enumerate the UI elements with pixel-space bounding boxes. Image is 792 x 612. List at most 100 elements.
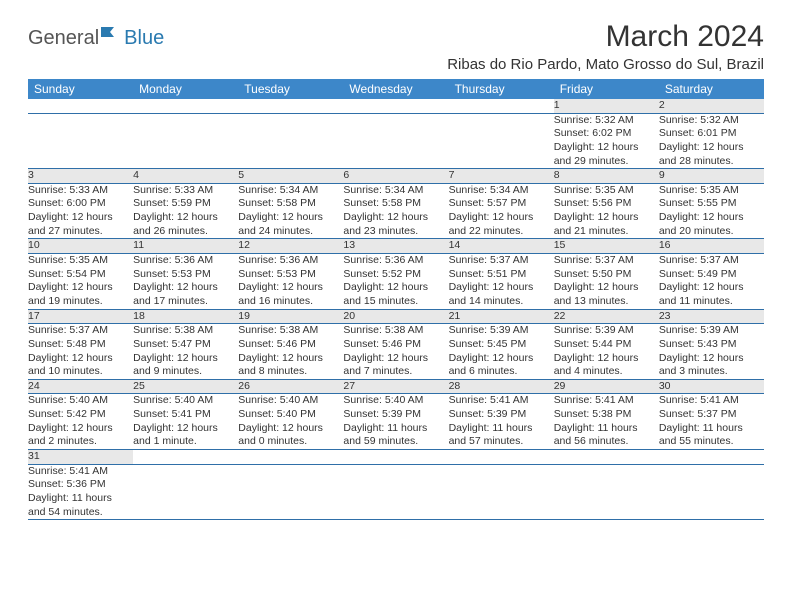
- sunrise-text: Sunrise: 5:41 AM: [554, 394, 659, 408]
- day-number-row: 10111213141516: [28, 239, 764, 254]
- daylight-text-1: Daylight: 11 hours: [554, 422, 659, 436]
- day-cell: Sunrise: 5:41 AMSunset: 5:37 PMDaylight:…: [659, 394, 764, 450]
- day-cell: Sunrise: 5:37 AMSunset: 5:50 PMDaylight:…: [554, 254, 659, 310]
- sunset-text: Sunset: 5:44 PM: [554, 338, 659, 352]
- day-number: [343, 450, 448, 465]
- calendar-body: 12 Sunrise: 5:32 AMSunset: 6:02 PMDaylig…: [28, 99, 764, 520]
- day-number: 3: [28, 169, 133, 184]
- daylight-text-1: Daylight: 12 hours: [133, 211, 238, 225]
- day-cell: Sunrise: 5:34 AMSunset: 5:58 PMDaylight:…: [238, 183, 343, 239]
- daylight-text-2: and 23 minutes.: [343, 225, 448, 239]
- day-data-row: Sunrise: 5:32 AMSunset: 6:02 PMDaylight:…: [28, 113, 764, 169]
- sunset-text: Sunset: 5:39 PM: [343, 408, 448, 422]
- day-number: [449, 99, 554, 113]
- day-cell: [238, 113, 343, 169]
- daylight-text-2: and 7 minutes.: [343, 365, 448, 379]
- sunrise-text: Sunrise: 5:37 AM: [659, 254, 764, 268]
- day-cell: [238, 464, 343, 520]
- sunrise-text: Sunrise: 5:37 AM: [554, 254, 659, 268]
- sunset-text: Sunset: 5:55 PM: [659, 197, 764, 211]
- day-number: 29: [554, 379, 659, 394]
- sunrise-text: Sunrise: 5:32 AM: [659, 114, 764, 128]
- daylight-text-1: Daylight: 12 hours: [659, 281, 764, 295]
- sunset-text: Sunset: 5:46 PM: [238, 338, 343, 352]
- daylight-text-1: Daylight: 12 hours: [554, 352, 659, 366]
- daylight-text-1: Daylight: 12 hours: [133, 352, 238, 366]
- daylight-text-2: and 19 minutes.: [28, 295, 133, 309]
- daylight-text-1: Daylight: 12 hours: [28, 352, 133, 366]
- daylight-text-1: Daylight: 12 hours: [554, 141, 659, 155]
- daylight-text-1: Daylight: 12 hours: [449, 281, 554, 295]
- weekday-header: Monday: [133, 79, 238, 99]
- sunset-text: Sunset: 5:52 PM: [343, 268, 448, 282]
- day-cell: Sunrise: 5:41 AMSunset: 5:38 PMDaylight:…: [554, 394, 659, 450]
- day-cell: Sunrise: 5:35 AMSunset: 5:55 PMDaylight:…: [659, 183, 764, 239]
- day-number-row: 31: [28, 450, 764, 465]
- daylight-text-2: and 54 minutes.: [28, 506, 133, 520]
- daylight-text-2: and 17 minutes.: [133, 295, 238, 309]
- day-number: 13: [343, 239, 448, 254]
- sunset-text: Sunset: 5:58 PM: [238, 197, 343, 211]
- day-number: [238, 99, 343, 113]
- day-number: 24: [28, 379, 133, 394]
- daylight-text-2: and 56 minutes.: [554, 435, 659, 449]
- sunrise-text: Sunrise: 5:33 AM: [133, 184, 238, 198]
- weekday-header: Sunday: [28, 79, 133, 99]
- sunrise-text: Sunrise: 5:40 AM: [133, 394, 238, 408]
- daylight-text-1: Daylight: 12 hours: [554, 281, 659, 295]
- sunrise-text: Sunrise: 5:37 AM: [449, 254, 554, 268]
- day-data-row: Sunrise: 5:33 AMSunset: 6:00 PMDaylight:…: [28, 183, 764, 239]
- sunrise-text: Sunrise: 5:40 AM: [343, 394, 448, 408]
- day-number: 20: [343, 309, 448, 324]
- flag-icon: [100, 26, 122, 50]
- day-number: 19: [238, 309, 343, 324]
- sunrise-text: Sunrise: 5:39 AM: [554, 324, 659, 338]
- day-number: 6: [343, 169, 448, 184]
- day-number: 25: [133, 379, 238, 394]
- daylight-text-1: Daylight: 12 hours: [28, 422, 133, 436]
- daylight-text-2: and 24 minutes.: [238, 225, 343, 239]
- day-number-row: 3456789: [28, 169, 764, 184]
- daylight-text-2: and 10 minutes.: [28, 365, 133, 379]
- daylight-text-2: and 8 minutes.: [238, 365, 343, 379]
- sunset-text: Sunset: 5:59 PM: [133, 197, 238, 211]
- sunrise-text: Sunrise: 5:41 AM: [28, 465, 133, 479]
- daylight-text-1: Daylight: 11 hours: [449, 422, 554, 436]
- day-cell: [449, 464, 554, 520]
- day-number: [238, 450, 343, 465]
- day-number-row: 24252627282930: [28, 379, 764, 394]
- day-cell: Sunrise: 5:32 AMSunset: 6:02 PMDaylight:…: [554, 113, 659, 169]
- daylight-text-2: and 14 minutes.: [449, 295, 554, 309]
- page-title: March 2024: [447, 20, 764, 54]
- day-cell: Sunrise: 5:37 AMSunset: 5:48 PMDaylight:…: [28, 324, 133, 380]
- sunset-text: Sunset: 5:45 PM: [449, 338, 554, 352]
- daylight-text-1: Daylight: 12 hours: [343, 281, 448, 295]
- daylight-text-1: Daylight: 12 hours: [133, 281, 238, 295]
- daylight-text-1: Daylight: 12 hours: [238, 211, 343, 225]
- logo-text-1: General: [28, 27, 99, 50]
- day-cell: [133, 464, 238, 520]
- sunrise-text: Sunrise: 5:41 AM: [449, 394, 554, 408]
- daylight-text-2: and 28 minutes.: [659, 155, 764, 169]
- day-number: [133, 99, 238, 113]
- sunset-text: Sunset: 6:02 PM: [554, 127, 659, 141]
- day-number: [133, 450, 238, 465]
- sunrise-text: Sunrise: 5:34 AM: [343, 184, 448, 198]
- day-number: 9: [659, 169, 764, 184]
- day-number: 31: [28, 450, 133, 465]
- day-number: 18: [133, 309, 238, 324]
- day-number: 10: [28, 239, 133, 254]
- daylight-text-2: and 27 minutes.: [28, 225, 133, 239]
- day-cell: [343, 113, 448, 169]
- day-number: 5: [238, 169, 343, 184]
- sunset-text: Sunset: 5:40 PM: [238, 408, 343, 422]
- day-cell: Sunrise: 5:40 AMSunset: 5:39 PMDaylight:…: [343, 394, 448, 450]
- daylight-text-2: and 6 minutes.: [449, 365, 554, 379]
- sunset-text: Sunset: 5:58 PM: [343, 197, 448, 211]
- sunrise-text: Sunrise: 5:40 AM: [28, 394, 133, 408]
- sunrise-text: Sunrise: 5:39 AM: [449, 324, 554, 338]
- sunrise-text: Sunrise: 5:36 AM: [238, 254, 343, 268]
- daylight-text-2: and 4 minutes.: [554, 365, 659, 379]
- sunset-text: Sunset: 5:39 PM: [449, 408, 554, 422]
- day-cell: Sunrise: 5:36 AMSunset: 5:53 PMDaylight:…: [238, 254, 343, 310]
